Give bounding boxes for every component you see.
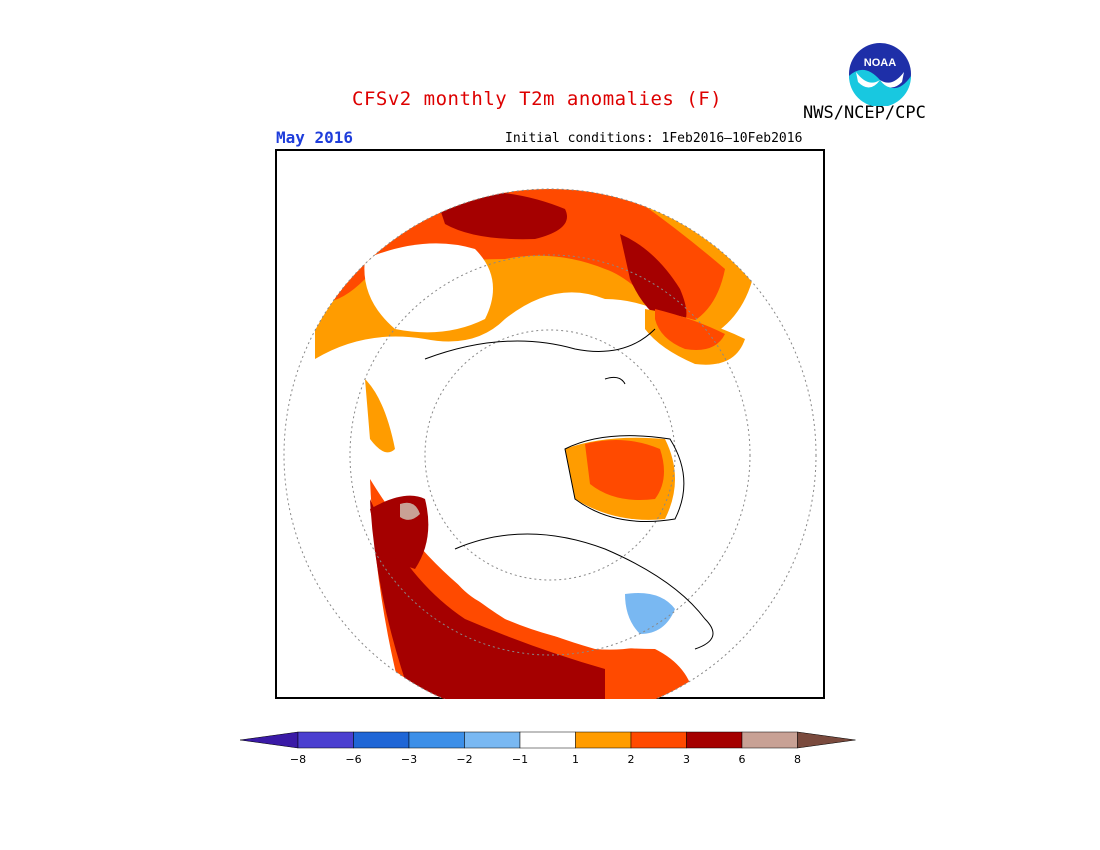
colorbar-arrow-low bbox=[239, 731, 299, 749]
colorbar-tick-label: 8 bbox=[794, 753, 801, 766]
colorbar-bin bbox=[297, 731, 354, 749]
colorbar-bin bbox=[741, 731, 798, 749]
chart-title: CFSv2 monthly T2m anomalies (F) bbox=[352, 88, 723, 110]
colorbar-bin bbox=[630, 731, 687, 749]
anomaly-namerica-darkred bbox=[370, 499, 605, 699]
colorbar-bin bbox=[575, 731, 632, 749]
anomaly-hudson-bay bbox=[625, 593, 675, 634]
anomaly-greenland-red bbox=[585, 440, 664, 500]
colorbar-bin bbox=[353, 731, 410, 749]
colorbar: −8 −6 −3 −2 −1 1 2 3 6 8 bbox=[239, 731, 856, 766]
noaa-logo-text: NOAA bbox=[864, 57, 896, 69]
colorbar-bin bbox=[464, 731, 521, 749]
agency-label: NWS/NCEP/CPC bbox=[803, 103, 926, 123]
anomaly-eurasia-darkred-2 bbox=[620, 234, 687, 329]
colorbar-tick-label: −1 bbox=[512, 753, 528, 766]
colorbar-tick-label: −2 bbox=[456, 753, 472, 766]
colorbar-bin bbox=[519, 731, 576, 749]
colorbar-bin bbox=[408, 731, 465, 749]
noaa-logo: NOAA bbox=[849, 43, 911, 106]
anomaly-west-orange bbox=[365, 379, 395, 453]
colorbar-tick-label: 6 bbox=[739, 753, 746, 766]
colorbar-bin bbox=[686, 731, 743, 749]
colorbar-tick-label: −6 bbox=[345, 753, 361, 766]
colorbar-tick-label: 3 bbox=[683, 753, 690, 766]
europe-neutral bbox=[364, 243, 493, 333]
anomaly-siberia-red bbox=[655, 309, 725, 350]
anomaly-alaska-tan bbox=[400, 502, 420, 520]
polar-map bbox=[275, 149, 825, 699]
colorbar-tick-label: −3 bbox=[401, 753, 417, 766]
initial-conditions-label: Initial conditions: 1Feb2016–10Feb2016 bbox=[505, 131, 803, 146]
colorbar-tick-label: 2 bbox=[628, 753, 635, 766]
colorbar-tick-label: 1 bbox=[572, 753, 579, 766]
anomaly-eurasia-darkred-1 bbox=[435, 191, 567, 240]
colorbar-arrow-high bbox=[797, 731, 856, 749]
valid-month-label: May 2016 bbox=[276, 128, 354, 147]
colorbar-tick-label: −8 bbox=[290, 753, 306, 766]
